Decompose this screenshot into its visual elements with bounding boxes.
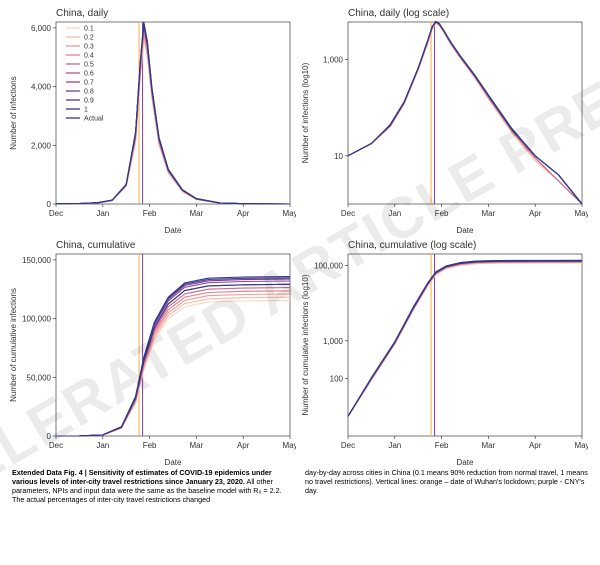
- chart-grid: China, daily 0 2,000 4,000 6,000 Dec Jan Feb Mar…: [0, 0, 592, 464]
- svg-text:Feb: Feb: [143, 441, 157, 450]
- svg-text:2,000: 2,000: [31, 141, 52, 150]
- svg-text:0: 0: [47, 200, 52, 209]
- svg-text:Feb: Feb: [435, 209, 449, 218]
- svg-text:1: 1: [84, 107, 88, 114]
- svg-text:0.3: 0.3: [84, 44, 94, 51]
- panel-cumulative: China, cumulative 0 50,000 100,000 150,000 De…: [4, 236, 296, 468]
- svg-text:Mar: Mar: [190, 441, 204, 450]
- svg-text:China, daily (log scale): China, daily (log scale): [348, 8, 449, 19]
- svg-text:0.1: 0.1: [84, 26, 94, 33]
- svg-text:May: May: [574, 209, 588, 218]
- svg-text:Mar: Mar: [190, 209, 204, 218]
- svg-text:Date: Date: [165, 226, 182, 235]
- svg-text:Number of infections (log10): Number of infections (log10): [301, 62, 310, 163]
- svg-text:100,000: 100,000: [22, 315, 51, 324]
- svg-text:4,000: 4,000: [31, 83, 52, 92]
- svg-text:Jan: Jan: [96, 209, 109, 218]
- svg-text:0.7: 0.7: [84, 80, 94, 87]
- svg-text:China, cumulative: China, cumulative: [56, 240, 136, 251]
- svg-text:Apr: Apr: [237, 209, 250, 218]
- svg-text:Jan: Jan: [96, 441, 109, 450]
- caption-title: Extended Data Fig. 4 | Sensitivity of es…: [12, 468, 272, 486]
- svg-text:100: 100: [330, 375, 344, 384]
- svg-text:Number of cumulative infection: Number of cumulative infections (log10): [301, 274, 310, 415]
- svg-text:Date: Date: [457, 226, 474, 235]
- svg-text:Dec: Dec: [341, 441, 355, 450]
- svg-text:Number of cumulative infection: Number of cumulative infections: [9, 288, 18, 402]
- svg-text:Feb: Feb: [435, 441, 449, 450]
- svg-text:May: May: [574, 441, 588, 450]
- svg-text:Apr: Apr: [237, 441, 250, 450]
- svg-text:Actual: Actual: [84, 116, 104, 123]
- svg-text:Date: Date: [457, 458, 474, 467]
- svg-text:Apr: Apr: [529, 209, 542, 218]
- svg-text:150,000: 150,000: [22, 256, 51, 265]
- svg-text:Mar: Mar: [482, 441, 496, 450]
- svg-text:China, daily: China, daily: [56, 8, 108, 19]
- svg-text:Mar: Mar: [482, 209, 496, 218]
- svg-text:0.8: 0.8: [84, 89, 94, 96]
- svg-text:50,000: 50,000: [27, 373, 52, 382]
- svg-text:Date: Date: [165, 458, 182, 467]
- caption-col-1: Extended Data Fig. 4 | Sensitivity of es…: [12, 468, 295, 504]
- svg-text:Feb: Feb: [143, 209, 157, 218]
- svg-text:May: May: [282, 441, 296, 450]
- svg-text:Apr: Apr: [529, 441, 542, 450]
- svg-text:0.6: 0.6: [84, 71, 94, 78]
- svg-text:10: 10: [334, 152, 343, 161]
- svg-text:Jan: Jan: [388, 441, 401, 450]
- svg-text:May: May: [282, 209, 296, 218]
- svg-text:0.5: 0.5: [84, 62, 94, 69]
- caption-text-2: day-by-day across cities in China (0.1 m…: [305, 468, 588, 495]
- svg-text:0: 0: [47, 432, 52, 441]
- svg-text:100,000: 100,000: [314, 261, 343, 270]
- svg-text:1,000: 1,000: [323, 55, 344, 64]
- panel-daily: China, daily 0 2,000 4,000 6,000 Dec Jan Feb Mar…: [4, 4, 296, 236]
- svg-text:Dec: Dec: [49, 209, 63, 218]
- svg-text:6,000: 6,000: [31, 24, 52, 33]
- panel-cumulative-log: China, cumulative (log scale) 100 1,000 100…: [296, 236, 588, 468]
- svg-text:Jan: Jan: [388, 209, 401, 218]
- svg-text:1,000: 1,000: [323, 337, 344, 346]
- svg-text:Dec: Dec: [49, 441, 63, 450]
- svg-text:Dec: Dec: [341, 209, 355, 218]
- svg-text:0.2: 0.2: [84, 35, 94, 42]
- svg-text:0.9: 0.9: [84, 98, 94, 105]
- svg-text:Number of infections: Number of infections: [9, 76, 18, 149]
- svg-text:0.4: 0.4: [84, 53, 94, 60]
- svg-text:China, cumulative (log scale): China, cumulative (log scale): [348, 240, 476, 251]
- caption-col-2: day-by-day across cities in China (0.1 m…: [305, 468, 588, 504]
- figure-caption: Extended Data Fig. 4 | Sensitivity of es…: [0, 464, 600, 510]
- panel-daily-log: China, daily (log scale) 10 1,000 Dec Jan Feb…: [296, 4, 588, 236]
